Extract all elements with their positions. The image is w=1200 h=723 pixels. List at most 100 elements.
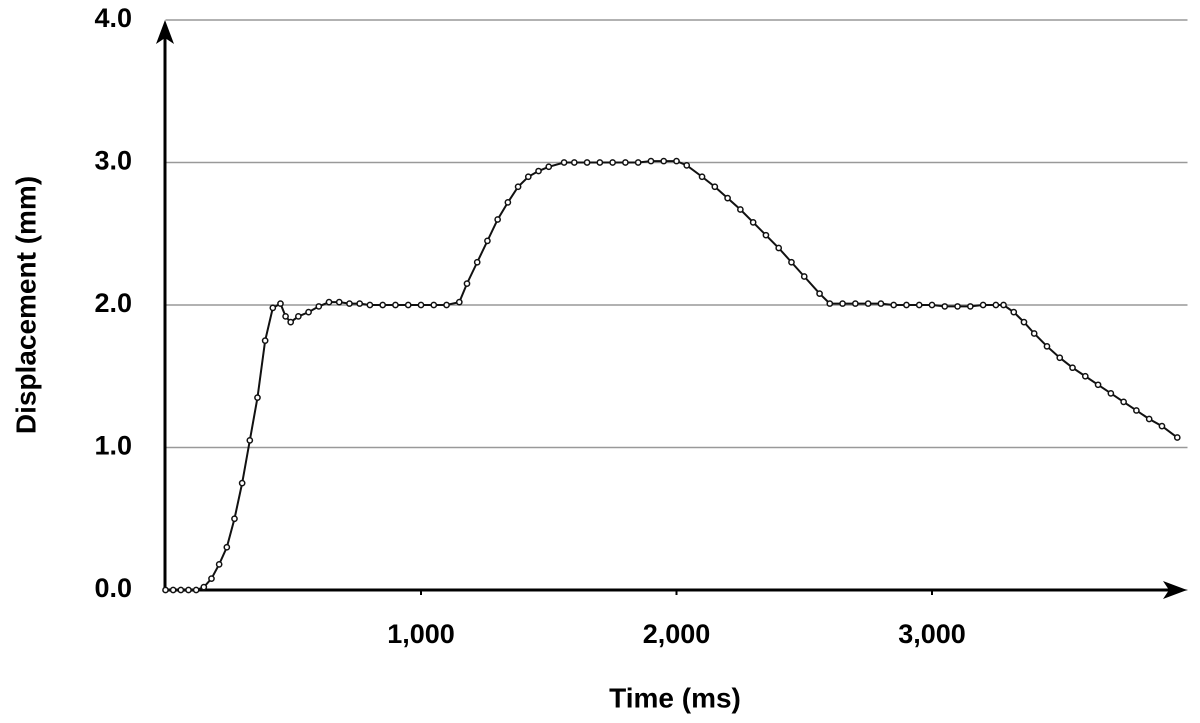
data-point xyxy=(954,303,961,310)
data-point xyxy=(246,437,254,444)
data-point xyxy=(1043,342,1051,350)
data-point xyxy=(1107,390,1115,397)
data-point xyxy=(979,301,987,309)
data-point xyxy=(992,301,1000,309)
y-tick-label: 1.0 xyxy=(94,431,132,461)
data-point xyxy=(1081,372,1089,380)
y-tick-label: 2.0 xyxy=(94,288,132,318)
data-point xyxy=(724,194,731,202)
data-point xyxy=(1158,422,1166,430)
data-point xyxy=(208,575,215,582)
data-point xyxy=(890,301,898,309)
data-point xyxy=(673,157,680,165)
data-point xyxy=(463,280,471,287)
data-point xyxy=(430,301,438,309)
data-point xyxy=(1145,415,1153,423)
data-point xyxy=(254,394,261,401)
data-point xyxy=(560,159,568,166)
data-point xyxy=(852,300,859,307)
data-point xyxy=(504,199,512,206)
data-point xyxy=(223,543,231,551)
data-point xyxy=(609,159,616,166)
data-point xyxy=(277,300,284,307)
data-point xyxy=(524,173,532,181)
data-point xyxy=(269,304,277,312)
y-tick-label: 0.0 xyxy=(94,573,132,603)
data-point xyxy=(404,301,412,309)
data-point xyxy=(238,479,246,487)
data-point xyxy=(775,244,783,252)
data-point xyxy=(346,300,353,307)
data-point xyxy=(1030,330,1038,337)
data-point xyxy=(1010,308,1018,316)
data-point xyxy=(200,583,208,591)
data-line xyxy=(165,160,1178,591)
data-point xyxy=(185,586,192,594)
data-point xyxy=(1133,407,1140,414)
data-point xyxy=(698,173,706,181)
data-point xyxy=(295,313,302,320)
data-point xyxy=(583,159,591,166)
data-point xyxy=(570,159,578,166)
data-point xyxy=(816,290,823,297)
data-point xyxy=(1020,318,1028,326)
data-point xyxy=(683,162,691,169)
data-point xyxy=(335,298,343,306)
data-point xyxy=(356,300,364,307)
data-point xyxy=(647,157,655,165)
data-point xyxy=(484,237,491,245)
data-point xyxy=(622,159,629,166)
data-point xyxy=(417,301,425,309)
y-axis-arrow xyxy=(156,20,174,44)
data-point xyxy=(915,301,923,309)
data-point xyxy=(737,206,744,213)
data-point xyxy=(966,303,974,310)
data-point xyxy=(162,586,169,594)
data-point xyxy=(177,586,185,594)
data-point xyxy=(315,303,323,310)
data-point xyxy=(325,298,333,306)
data-point xyxy=(215,561,223,568)
y-tick-label: 4.0 xyxy=(94,3,132,33)
data-point xyxy=(1094,381,1102,389)
data-point xyxy=(941,303,949,310)
data-point xyxy=(864,300,872,307)
data-point xyxy=(392,301,399,309)
data-point xyxy=(473,258,481,266)
data-point xyxy=(634,159,642,166)
data-point xyxy=(749,219,757,226)
data-point xyxy=(711,183,719,191)
data-point xyxy=(800,273,808,280)
data-point xyxy=(1120,398,1127,406)
data-point xyxy=(762,231,770,239)
y-axis-title: Displacement (mm) xyxy=(10,176,41,434)
x-axis-title: Time (ms) xyxy=(609,682,741,713)
data-point xyxy=(231,515,238,523)
data-point xyxy=(1069,364,1076,372)
data-point xyxy=(282,313,289,320)
data-point xyxy=(366,301,374,309)
data-point xyxy=(596,159,604,166)
data-point xyxy=(192,586,200,594)
x-tick-label: 1,000 xyxy=(387,619,455,649)
data-point xyxy=(169,586,177,594)
data-point xyxy=(514,183,522,191)
data-point xyxy=(660,157,668,165)
x-tick-label: 3,000 xyxy=(898,619,966,649)
data-point xyxy=(826,300,834,307)
data-point xyxy=(535,167,542,175)
data-point xyxy=(287,318,295,326)
data-point xyxy=(1056,354,1064,362)
x-axis-arrow xyxy=(1163,581,1187,599)
data-point xyxy=(379,301,387,309)
data-point xyxy=(494,216,501,223)
data-point xyxy=(788,258,795,266)
data-point xyxy=(443,301,450,309)
data-point xyxy=(261,337,269,344)
data-point xyxy=(1173,434,1181,441)
data-point xyxy=(545,163,553,171)
y-tick-label: 3.0 xyxy=(94,146,132,176)
data-point xyxy=(877,300,885,307)
x-tick-label: 2,000 xyxy=(643,619,711,649)
